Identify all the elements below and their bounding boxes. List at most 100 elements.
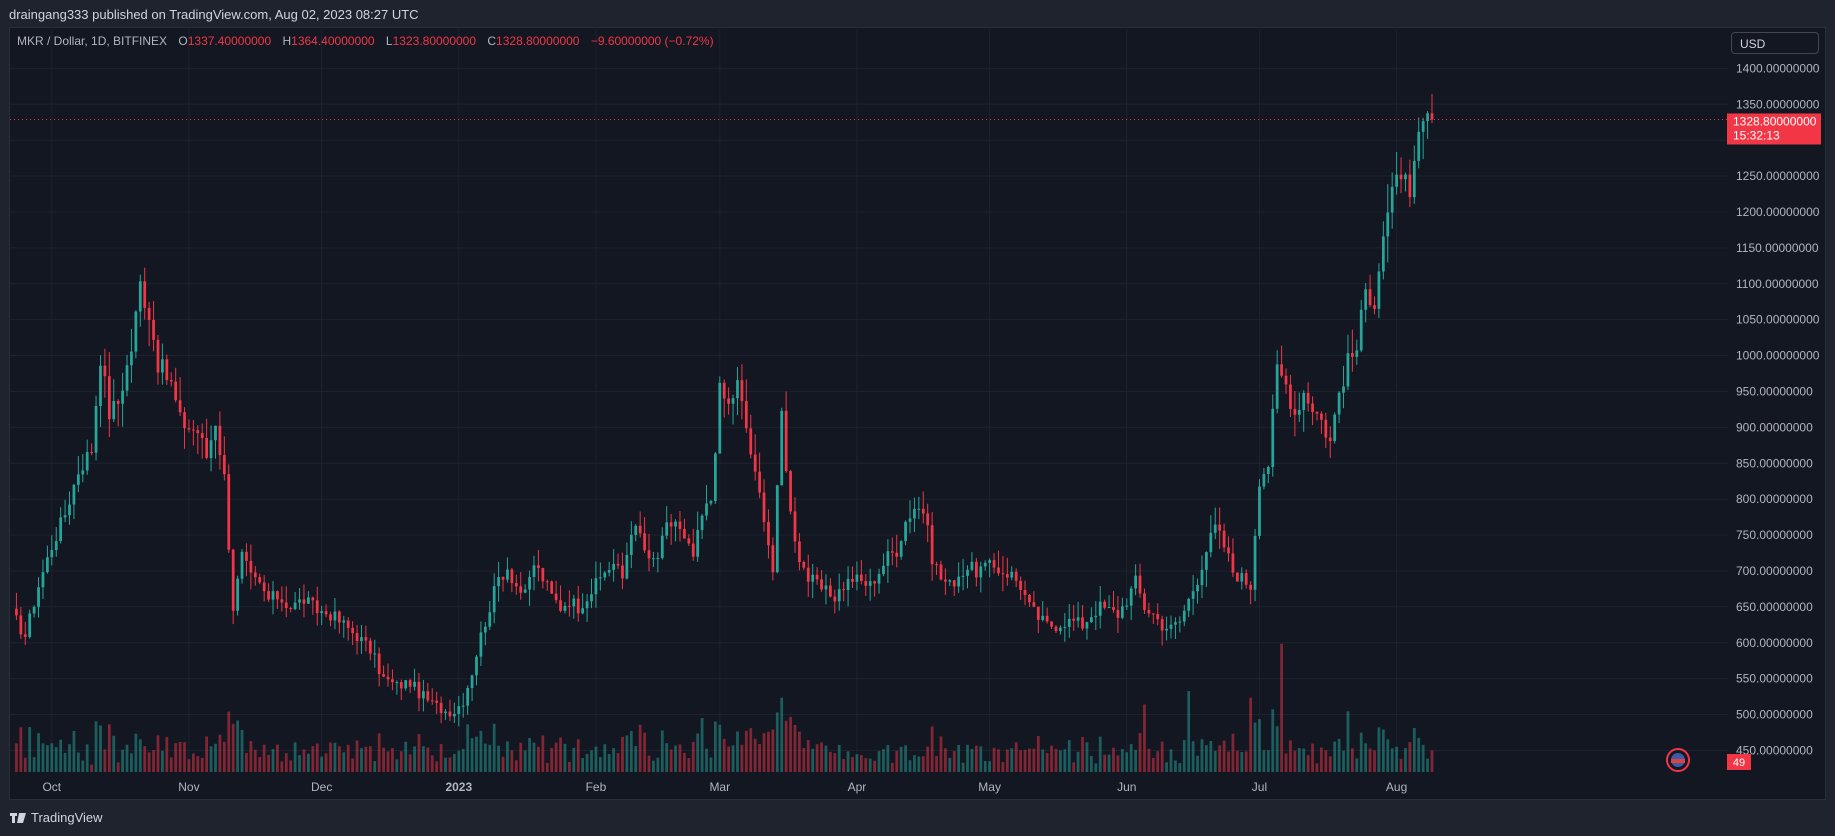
candle-body [1231,553,1235,573]
candle-body [873,581,876,584]
volume-bar [997,749,1000,772]
candle-body [1289,384,1292,409]
volume-bar [1174,760,1177,772]
volume-bar [138,739,142,772]
candle-body [68,504,71,516]
candle-body [391,679,394,683]
volume-bar [422,746,425,772]
candle-body [545,581,549,583]
volume-bar [1381,729,1385,772]
candle-body [94,405,98,453]
flag-stripe-icon [1671,759,1685,763]
candle-body [541,568,545,582]
candle-body [674,521,677,527]
volume-bar [864,758,868,772]
volume-bar [112,735,116,772]
candle-body [572,598,576,607]
volume-bar [426,747,430,772]
volume-bar [1342,750,1345,772]
volume-bar [753,738,757,772]
candle-body [1120,606,1124,618]
candle-body [904,521,907,542]
candle-body [1076,617,1080,621]
volume-bar [1067,740,1071,772]
candle-body [1373,305,1376,309]
volume-bar [691,741,695,772]
candle-body [1235,572,1239,582]
volume-bar [196,756,200,772]
candle-body [506,569,509,580]
candle-body [780,410,784,486]
candle-body [1346,353,1350,387]
volume-bar [1041,749,1045,772]
candle-body [37,587,40,607]
volume-bar [758,743,761,772]
candle-body [76,474,80,485]
currency-button[interactable]: USD [1731,32,1819,54]
volume-bar [1032,748,1036,772]
candle-body [1005,574,1009,578]
candle-body [899,541,903,557]
volume-bar [1196,755,1199,772]
candle-body [713,453,717,502]
volume-bar [1355,758,1359,772]
candle-body [147,307,151,320]
volume-bar [913,755,916,772]
y-tick-label: 1100.00000000 [1736,277,1819,291]
volume-bar [289,760,293,772]
candle-body [1324,419,1328,438]
candle-body [775,485,779,573]
volume-bar [1218,745,1222,772]
candle-body [944,579,947,582]
volume-bar [1271,709,1275,772]
volume-bar [161,750,164,772]
candle-body [1266,466,1270,474]
volume-bar [1240,752,1244,772]
tradingview-brand[interactable]: TradingView [10,810,103,825]
candle-body [877,574,881,584]
candle-body [1399,174,1403,180]
volume-bar [859,755,863,772]
candle-body [23,634,27,637]
candle-body [621,565,624,579]
symbol-label[interactable]: MKR / Dollar, 1D, BITFINEX [17,34,168,48]
volume-bar [174,743,178,772]
volume-bar [1076,751,1080,772]
candle-body [1209,532,1213,553]
volume-bar [988,761,992,772]
candle-body [939,564,943,580]
volume-bar [1430,750,1434,772]
volume-bar [665,743,669,772]
volume-bar [324,753,328,772]
volume-bar [528,737,531,772]
volume-bar [187,759,191,772]
volume-bar [15,743,18,772]
volume-bar [483,743,487,772]
candle-body [758,471,761,493]
volume-bar [103,749,107,772]
volume-bar [815,744,819,772]
candle-body [475,656,478,676]
y-tick-label: 900.00000000 [1736,420,1813,434]
volume-bar [506,741,509,772]
candle-body [837,589,841,602]
volume-bar [731,745,735,772]
candle-body [957,576,961,587]
x-tick-label: Feb [586,780,607,794]
x-tick-label: May [978,780,1001,794]
footer-bar: TradingView [0,800,1835,836]
candle-body [1386,212,1390,237]
volume-bar [32,757,36,772]
volume-bar [1112,747,1115,772]
candle-body [576,598,580,614]
volume-bar [868,758,872,772]
volume-bar [727,746,731,772]
volume-bar [280,761,284,772]
volume-bar [249,741,253,772]
candle-body [997,567,1000,574]
volume-bar [926,746,930,772]
candle-body [1328,437,1332,442]
volume-bar [94,721,98,772]
candle-body [554,593,558,601]
